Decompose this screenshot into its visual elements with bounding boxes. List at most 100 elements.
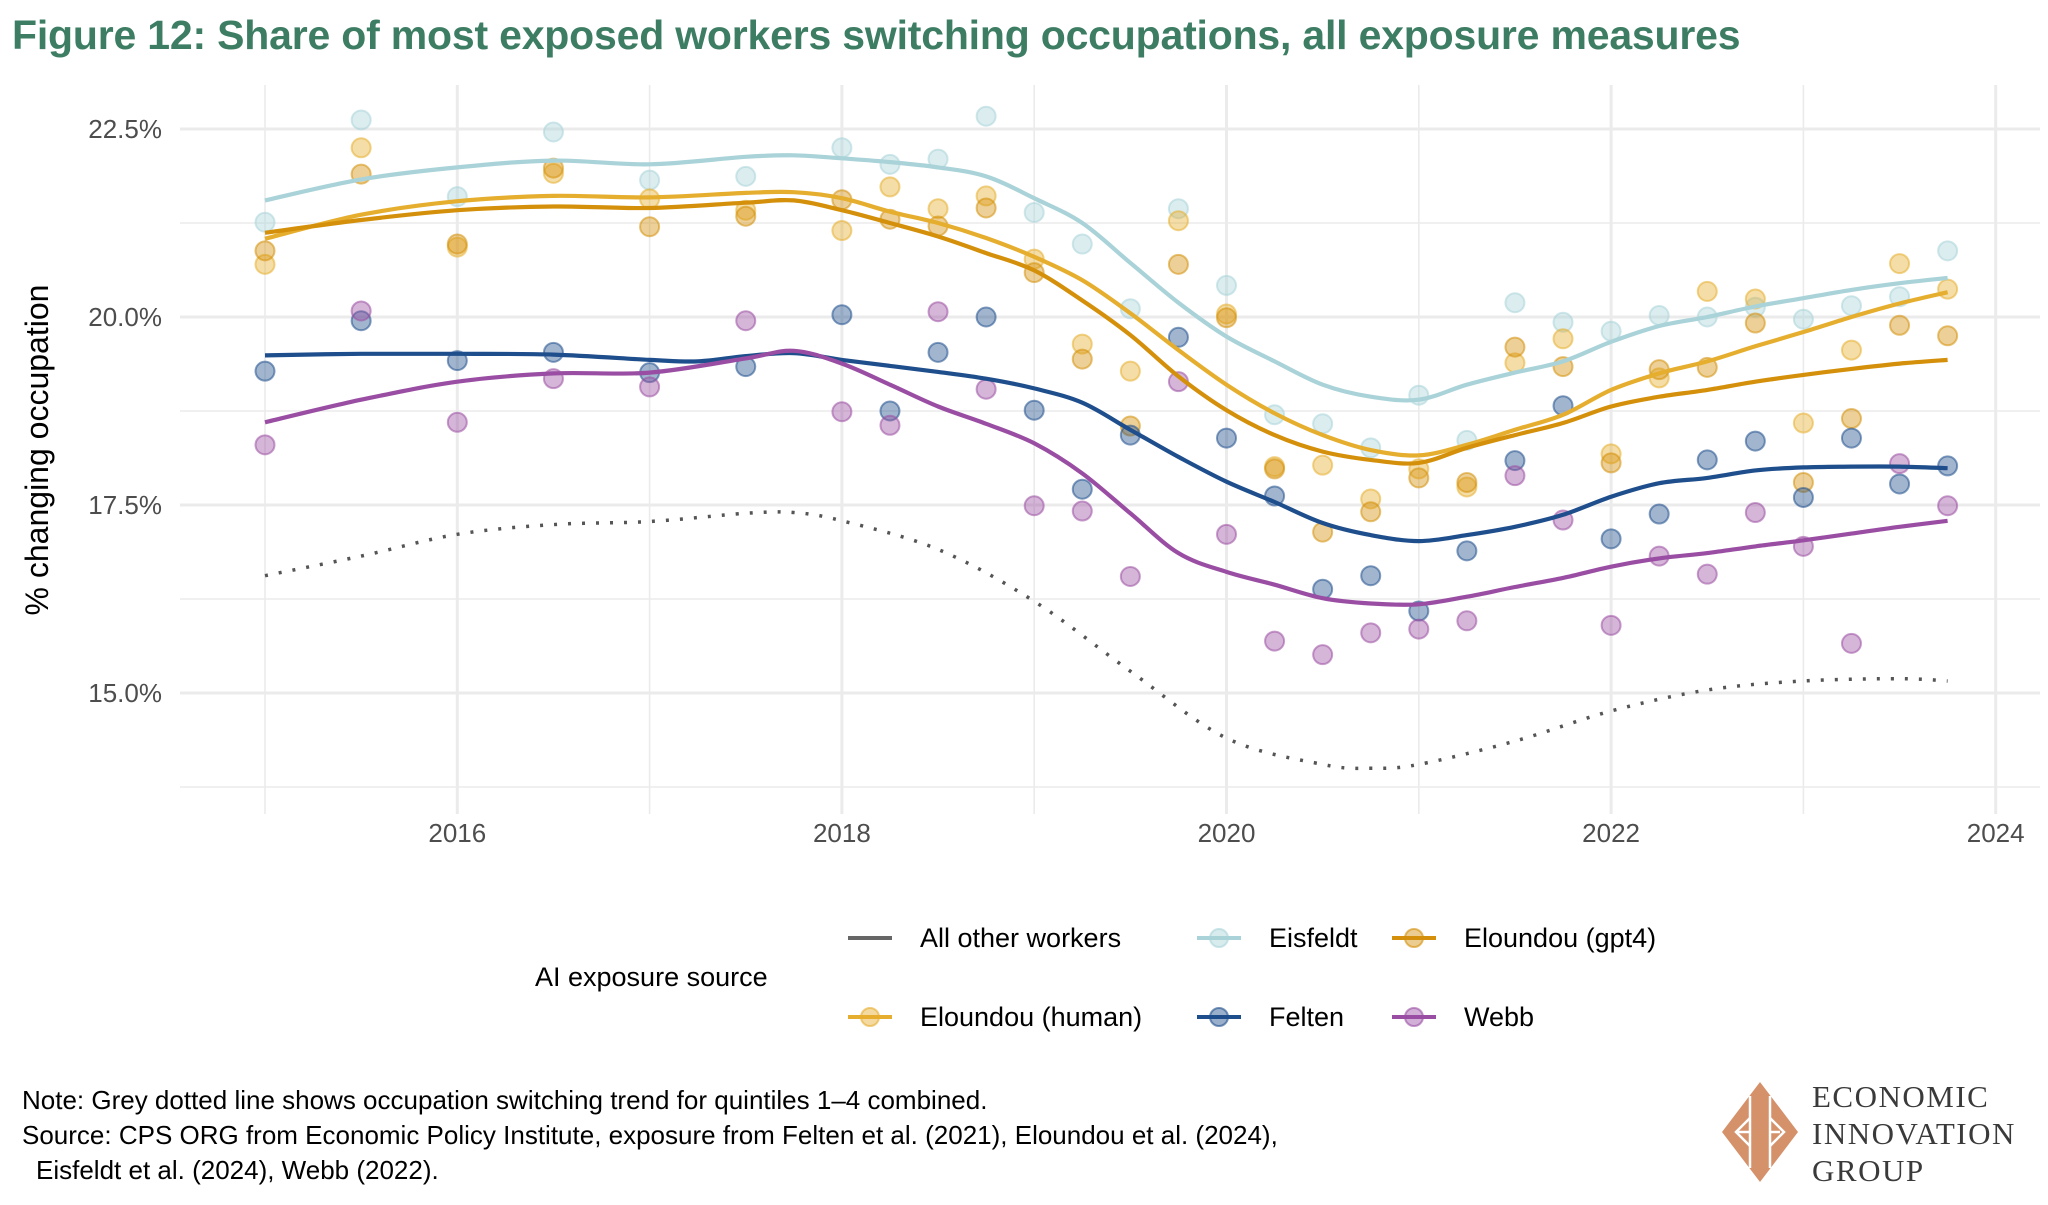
data-point-gpt4	[1167, 253, 1189, 275]
data-point-gpt4	[1744, 312, 1766, 334]
trend-line-gpt4	[264, 197, 1948, 466]
data-point-human	[831, 220, 853, 242]
data-point-human	[1889, 253, 1911, 275]
data-point-webb	[1312, 644, 1334, 666]
data-point-human	[1119, 360, 1141, 382]
data-point-human	[350, 137, 372, 159]
data-point-felten	[1792, 486, 1814, 508]
trend-line-human	[264, 189, 1949, 458]
data-point-gpt4	[1408, 467, 1430, 489]
trend-line-eisfeldt	[264, 153, 1948, 403]
data-point-felten	[254, 360, 276, 382]
data-point-human	[1840, 339, 1862, 361]
legend-label-eisfeldt: Eisfeldt	[1269, 922, 1358, 953]
x-tick-label: 2022	[1582, 818, 1640, 848]
data-point-webb	[1937, 495, 1959, 517]
data-point-eisfeldt	[735, 165, 757, 187]
data-point-gpt4	[1264, 458, 1286, 480]
data-point-webb	[1023, 495, 1045, 517]
data-point-webb	[446, 411, 468, 433]
y-axis-ticks: 15.0% 17.5% 20.0% 22.5%	[88, 114, 162, 708]
data-point-eisfeldt	[639, 169, 661, 191]
legend-item-felten: Felten	[1195, 1000, 1344, 1034]
y-tick-label: 22.5%	[88, 114, 162, 144]
data-point-webb	[927, 301, 949, 323]
legend-item-other: All other workers	[846, 921, 1121, 955]
data-point-eisfeldt	[1071, 233, 1093, 255]
eig-logo: ECONOMIC INNOVATION GROUP	[1720, 1078, 2040, 1188]
x-tick-label: 2016	[428, 818, 486, 848]
scatter-points	[254, 105, 1959, 666]
data-point-felten	[1167, 326, 1189, 348]
legend-key-webb-icon	[1392, 1007, 1436, 1027]
data-point-human	[542, 162, 564, 184]
data-point-human	[1312, 454, 1334, 476]
data-point-webb	[879, 414, 901, 436]
data-point-eisfeldt	[1552, 311, 1574, 333]
data-point-webb	[1071, 500, 1093, 522]
legend-key-gpt4-icon	[1392, 928, 1436, 948]
x-tick-label: 2018	[813, 818, 871, 848]
data-point-gpt4	[446, 233, 468, 255]
data-point-human	[1167, 210, 1189, 232]
legend-key-eisfeldt-icon	[1197, 928, 1241, 948]
data-point-eisfeldt	[831, 137, 853, 159]
data-point-eisfeldt	[1840, 295, 1862, 317]
data-point-webb	[1264, 630, 1286, 652]
data-point-felten	[1744, 430, 1766, 452]
data-point-felten	[831, 304, 853, 326]
data-point-eisfeldt	[1792, 308, 1814, 330]
data-point-human	[879, 176, 901, 198]
grid-lines	[180, 85, 2040, 814]
data-point-webb	[735, 310, 757, 332]
logo-line-3: GROUP	[1812, 1153, 1925, 1188]
data-point-webb	[254, 434, 276, 456]
data-point-gpt4	[1937, 325, 1959, 347]
data-point-human	[1071, 333, 1093, 355]
data-point-eisfeldt	[1023, 201, 1045, 223]
data-point-human	[1792, 412, 1814, 434]
data-point-webb	[1840, 632, 1862, 654]
logo-line-1: ECONOMIC	[1812, 1079, 1990, 1114]
data-point-felten	[1023, 399, 1045, 421]
data-point-webb	[639, 376, 661, 398]
data-point-webb	[1600, 614, 1622, 636]
y-tick-label: 17.5%	[88, 490, 162, 520]
data-point-felten	[1360, 565, 1382, 587]
data-point-eisfeldt	[975, 105, 997, 127]
data-point-gpt4	[1071, 348, 1093, 370]
data-point-felten	[975, 306, 997, 328]
data-point-felten	[1216, 427, 1237, 449]
data-point-felten	[1600, 528, 1622, 550]
source-line: Source: CPS ORG from Economic Policy Ins…	[22, 1120, 1278, 1150]
data-point-webb	[1696, 563, 1718, 585]
data-point-eisfeldt	[542, 121, 564, 143]
legend-title: AI exposure source	[535, 962, 768, 992]
x-tick-label: 2024	[1967, 818, 2025, 848]
legend-item-gpt4: Eloundou (gpt4)	[1390, 921, 1656, 955]
data-point-gpt4	[1600, 452, 1622, 474]
data-point-webb	[1408, 618, 1430, 640]
data-point-eisfeldt	[350, 109, 372, 131]
data-point-webb	[1216, 523, 1237, 545]
data-point-gpt4	[639, 216, 661, 238]
x-axis-ticks: 2016 2018 2020 2022 2024	[428, 818, 2024, 848]
legend-item-webb: Webb	[1390, 1000, 1534, 1034]
x-tick-label: 2020	[1198, 818, 1256, 848]
data-point-gpt4	[1889, 314, 1911, 336]
legend-label-other: All other workers	[920, 922, 1122, 953]
data-point-felten	[1456, 540, 1478, 562]
data-point-human	[1696, 280, 1718, 302]
chart-plot-area: 15.0% 17.5% 20.0% 22.5% 2016 2018 2020 2022 202…	[19, 85, 2040, 848]
data-point-gpt4	[975, 197, 997, 219]
legend-label-felten: Felten	[1269, 1001, 1345, 1032]
eig-logo-text: ECONOMIC INNOVATION GROUP	[1812, 1078, 2016, 1189]
data-point-webb	[831, 401, 853, 423]
data-point-gpt4	[1216, 307, 1237, 329]
eig-diamond-icon	[1722, 1082, 1798, 1182]
chart-title: Figure 12: Share of most exposed workers…	[12, 12, 1741, 58]
trend-line-webb	[264, 348, 1948, 607]
data-point-felten	[1648, 503, 1670, 525]
all-other-workers-trend	[264, 510, 1948, 771]
y-tick-label: 15.0%	[88, 678, 162, 708]
